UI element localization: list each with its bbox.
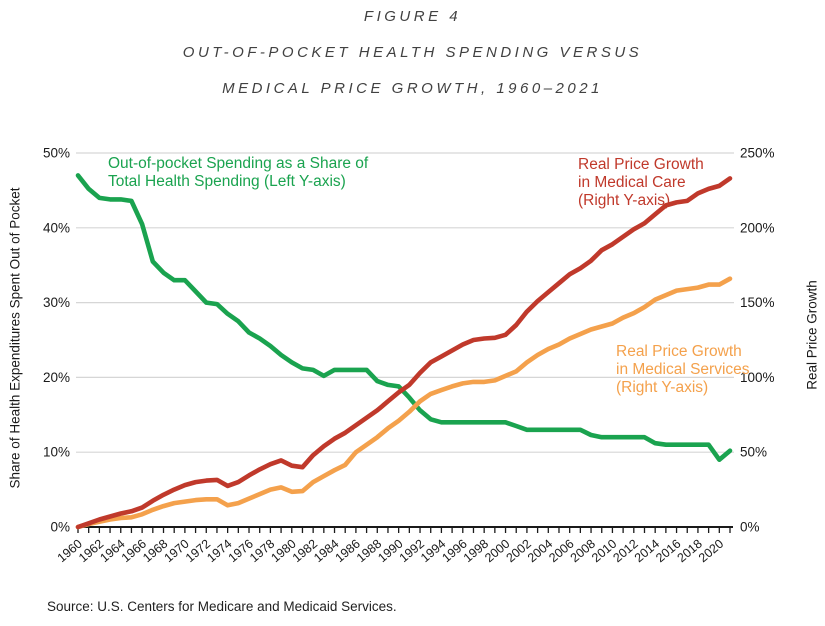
figure-number: FIGURE 4 <box>363 8 462 25</box>
right-y-axis-title: Real Price Growth <box>804 280 820 390</box>
right-y-tick-label: 200% <box>740 220 775 235</box>
right-y-tick-label: 0% <box>740 520 760 535</box>
left-y-tick-label: 20% <box>43 370 70 385</box>
annotation-services-line-2: in Medical Services <box>616 361 750 378</box>
left-y-tick-label: 10% <box>43 445 70 460</box>
right-y-tick-label: 150% <box>740 295 775 310</box>
left-y-tick-label: 0% <box>50 520 70 535</box>
annotation-care-line-1: Real Price Growth <box>578 156 704 173</box>
annotation-medical-services: Real Price Growth in Medical Services (R… <box>616 343 750 397</box>
figure-title-line-1: OUT-OF-POCKET HEALTH SPENDING VERSUS <box>182 44 643 61</box>
annotation-care-line-3: (Right Y-axis) <box>578 192 671 209</box>
annotation-oop-line-1: Out-of-pocket Spending as a Share of <box>108 155 369 172</box>
annotation-care-line-2: in Medical Care <box>578 174 686 191</box>
left-y-tick-label: 40% <box>43 220 70 235</box>
annotation-oop-spending: Out-of-pocket Spending as a Share of Tot… <box>108 155 368 191</box>
left-y-tick-label: 30% <box>43 295 70 310</box>
left-y-axis-title: Share of Health Expenditures Spent Out o… <box>7 187 23 489</box>
series-line-oop <box>75 173 733 463</box>
annotation-oop-line-2: Total Health Spending (Left Y-axis) <box>108 173 346 190</box>
figure-title-block: FIGURE 4 OUT-OF-POCKET HEALTH SPENDING V… <box>0 8 825 116</box>
x-tick-label: 2020 <box>696 537 726 566</box>
annotation-medical-care: Real Price Growth in Medical Care (Right… <box>578 156 704 210</box>
right-y-tick-label: 50% <box>740 445 767 460</box>
figure-title-line-2: MEDICAL PRICE GROWTH, 1960–2021 <box>222 80 603 97</box>
left-y-tick-label: 50% <box>43 146 70 161</box>
annotation-services-line-3: (Right Y-axis) <box>616 379 709 396</box>
right-y-tick-label: 250% <box>740 146 775 161</box>
source-note: Source: U.S. Centers for Medicare and Me… <box>47 599 397 614</box>
annotation-services-line-1: Real Price Growth <box>616 343 742 360</box>
series-line-care <box>75 176 733 530</box>
right-y-tick-label: 100% <box>740 370 775 385</box>
series-line-services <box>75 276 733 530</box>
